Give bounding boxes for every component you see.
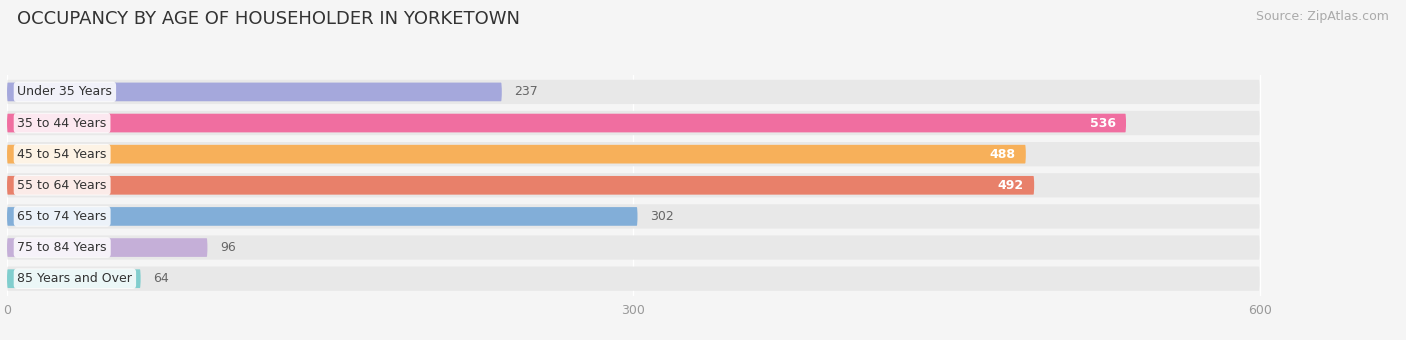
FancyBboxPatch shape [7,145,1026,164]
FancyBboxPatch shape [7,176,1035,194]
FancyBboxPatch shape [7,204,1260,228]
FancyBboxPatch shape [7,114,1126,132]
FancyBboxPatch shape [7,235,1260,260]
Text: OCCUPANCY BY AGE OF HOUSEHOLDER IN YORKETOWN: OCCUPANCY BY AGE OF HOUSEHOLDER IN YORKE… [17,10,520,28]
Text: Source: ZipAtlas.com: Source: ZipAtlas.com [1256,10,1389,23]
Text: 536: 536 [1090,117,1115,130]
Text: 45 to 54 Years: 45 to 54 Years [17,148,107,161]
FancyBboxPatch shape [7,80,1260,104]
Text: 65 to 74 Years: 65 to 74 Years [17,210,107,223]
Text: 237: 237 [515,85,538,98]
FancyBboxPatch shape [7,111,1260,135]
Text: 302: 302 [650,210,673,223]
Text: 96: 96 [219,241,236,254]
Text: 55 to 64 Years: 55 to 64 Years [17,179,107,192]
Text: Under 35 Years: Under 35 Years [17,85,112,98]
Text: 75 to 84 Years: 75 to 84 Years [17,241,107,254]
FancyBboxPatch shape [7,142,1260,166]
Text: 85 Years and Over: 85 Years and Over [17,272,132,285]
FancyBboxPatch shape [7,83,502,101]
FancyBboxPatch shape [7,173,1260,198]
FancyBboxPatch shape [7,269,141,288]
Text: 492: 492 [998,179,1024,192]
FancyBboxPatch shape [7,238,208,257]
Text: 64: 64 [153,272,169,285]
Text: 35 to 44 Years: 35 to 44 Years [17,117,107,130]
FancyBboxPatch shape [7,207,637,226]
FancyBboxPatch shape [7,267,1260,291]
Text: 488: 488 [990,148,1015,161]
